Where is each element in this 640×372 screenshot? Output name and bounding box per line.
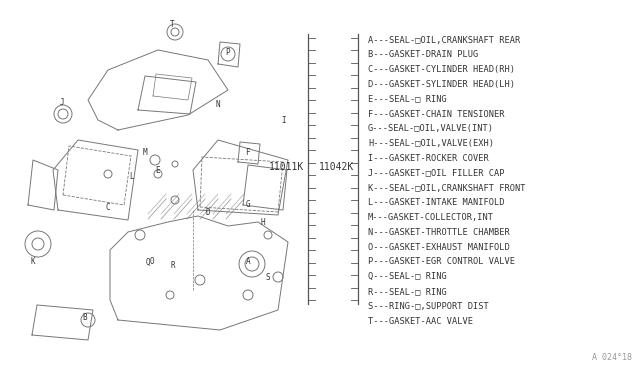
Text: E---SEAL-□ RING: E---SEAL-□ RING bbox=[368, 95, 447, 104]
Text: N---GASKET-THROTTLE CHAMBER: N---GASKET-THROTTLE CHAMBER bbox=[368, 228, 509, 237]
Text: A: A bbox=[246, 257, 250, 266]
Text: L---GASKET-INTAKE MANIFOLD: L---GASKET-INTAKE MANIFOLD bbox=[368, 198, 504, 207]
Text: I---GASKET-ROCKER COVER: I---GASKET-ROCKER COVER bbox=[368, 154, 489, 163]
Text: F: F bbox=[244, 148, 250, 157]
Text: O---GASKET-EXHAUST MANIFOLD: O---GASKET-EXHAUST MANIFOLD bbox=[368, 243, 509, 252]
Text: Q---SEAL-□ RING: Q---SEAL-□ RING bbox=[368, 272, 447, 281]
Text: M---GASKET-COLLECTOR,INT: M---GASKET-COLLECTOR,INT bbox=[368, 213, 494, 222]
Text: K---SEAL-□OIL,CRANKSHAFT FRONT: K---SEAL-□OIL,CRANKSHAFT FRONT bbox=[368, 183, 525, 192]
Text: T---GASKET-AAC VALVE: T---GASKET-AAC VALVE bbox=[368, 317, 473, 326]
Text: 11011K: 11011K bbox=[269, 162, 304, 172]
Text: C---GASKET-CYLINDER HEAD(RH): C---GASKET-CYLINDER HEAD(RH) bbox=[368, 65, 515, 74]
Text: P---GASKET-EGR CONTROL VALVE: P---GASKET-EGR CONTROL VALVE bbox=[368, 257, 515, 266]
Text: I: I bbox=[282, 115, 286, 125]
Text: H: H bbox=[260, 218, 266, 227]
Text: F---GASKET-CHAIN TENSIONER: F---GASKET-CHAIN TENSIONER bbox=[368, 109, 504, 119]
Text: O: O bbox=[150, 257, 154, 266]
Text: C: C bbox=[106, 202, 110, 212]
Text: Q: Q bbox=[146, 257, 150, 266]
Text: H---SEAL-□OIL,VALVE(EXH): H---SEAL-□OIL,VALVE(EXH) bbox=[368, 139, 494, 148]
Text: 11042K: 11042K bbox=[319, 162, 354, 172]
Text: E: E bbox=[156, 166, 160, 174]
Text: G: G bbox=[246, 199, 250, 208]
Text: S: S bbox=[266, 273, 270, 282]
Text: L: L bbox=[130, 171, 134, 180]
Text: G---SEAL-□OIL,VALVE(INT): G---SEAL-□OIL,VALVE(INT) bbox=[368, 124, 494, 133]
Text: B: B bbox=[83, 314, 87, 323]
Text: K: K bbox=[31, 257, 35, 266]
Text: J: J bbox=[60, 97, 64, 106]
Text: S---RING-□,SUPPORT DIST: S---RING-□,SUPPORT DIST bbox=[368, 302, 489, 311]
Text: M: M bbox=[143, 148, 147, 157]
Text: N: N bbox=[216, 99, 220, 109]
Text: D---GASKET-SYLINDER HEAD(LH): D---GASKET-SYLINDER HEAD(LH) bbox=[368, 80, 515, 89]
Text: T: T bbox=[170, 19, 174, 29]
Text: A 024°18: A 024°18 bbox=[592, 353, 632, 362]
Text: J---GASKET-□OIL FILLER CAP: J---GASKET-□OIL FILLER CAP bbox=[368, 169, 504, 178]
Text: A---SEAL-□OIL,CRANKSHAFT REAR: A---SEAL-□OIL,CRANKSHAFT REAR bbox=[368, 35, 520, 45]
Text: P: P bbox=[226, 48, 230, 57]
Text: B---GASKET-DRAIN PLUG: B---GASKET-DRAIN PLUG bbox=[368, 50, 478, 59]
Text: R---SEAL-□ RING: R---SEAL-□ RING bbox=[368, 287, 447, 296]
Text: D: D bbox=[205, 208, 211, 217]
Text: R: R bbox=[171, 260, 175, 269]
